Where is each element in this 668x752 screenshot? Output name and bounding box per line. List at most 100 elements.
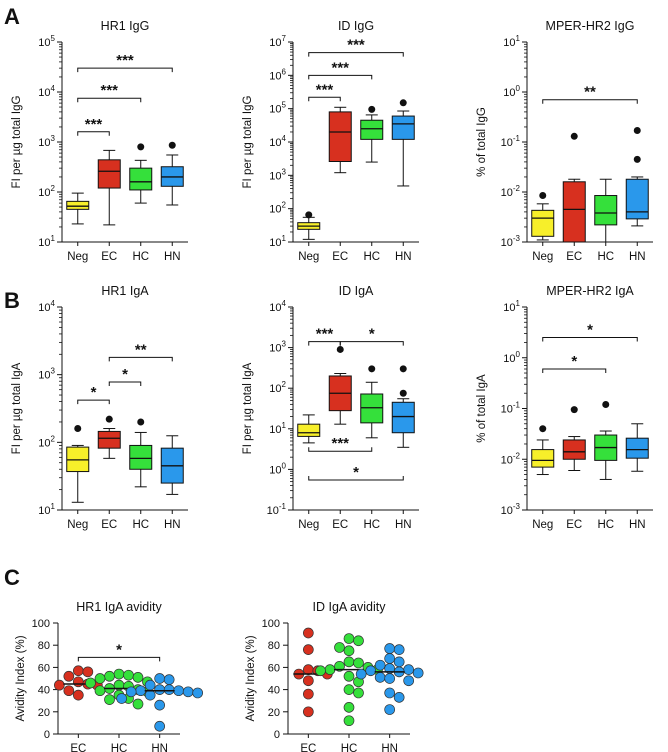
bracket-line xyxy=(542,337,638,342)
y-axis-label: FI per µg total IgA xyxy=(242,362,254,454)
y-tick-label: 102 xyxy=(38,434,55,449)
y-tick-label: 104 xyxy=(269,134,286,149)
data-point xyxy=(104,670,115,682)
x-tick-label: HC xyxy=(597,519,614,531)
bracket-line xyxy=(77,656,161,662)
x-tick-label: Neg xyxy=(532,519,553,531)
data-point xyxy=(72,665,84,677)
bracket-line xyxy=(542,99,638,104)
box-Neg xyxy=(297,211,321,240)
data-point xyxy=(144,689,156,701)
bracket-line xyxy=(308,475,404,481)
outlier-point xyxy=(105,415,113,423)
y-tick-label: 107 xyxy=(269,34,286,49)
data-point xyxy=(343,645,355,657)
box-iqr xyxy=(594,195,618,226)
data-point xyxy=(94,673,106,684)
group-HN xyxy=(355,643,424,715)
x-tick-label: HC xyxy=(132,519,149,531)
bracket-line xyxy=(308,447,373,452)
data-point xyxy=(384,673,396,684)
box-HN xyxy=(625,423,649,472)
box-Neg xyxy=(66,425,90,503)
data-point xyxy=(403,664,415,675)
y-tick-label: 102 xyxy=(269,380,286,395)
x-tick-label: HC xyxy=(363,519,380,531)
x-tick-label: Neg xyxy=(67,251,88,263)
outlier-point xyxy=(633,155,641,163)
y-tick-label: 0 xyxy=(274,729,280,741)
y-axis-label: FI per µg total IgG xyxy=(11,95,23,188)
data-point xyxy=(343,670,355,682)
box-HC xyxy=(360,365,384,439)
x-tick-label: EC xyxy=(332,251,348,263)
significance-label: * xyxy=(369,326,375,343)
y-tick-label: 103 xyxy=(38,134,55,149)
box-iqr xyxy=(562,181,586,243)
data-point xyxy=(154,684,166,695)
data-point xyxy=(343,715,355,727)
chart-b1: HR1 IgA 101 102 103 104 FI per µg total IgA Ne… xyxy=(11,284,188,531)
box-HN xyxy=(391,365,415,448)
x-tick-label: EC xyxy=(70,743,86,752)
data-point xyxy=(302,627,314,639)
significance-label: *** xyxy=(347,37,365,54)
y-tick-label: 101 xyxy=(269,234,286,249)
outlier-point xyxy=(539,192,547,200)
data-point xyxy=(302,644,314,655)
data-point xyxy=(384,643,396,654)
sig-bracket: * xyxy=(108,366,142,386)
chart-a1: HR1 IgG 101 102 103 104 105 FI per µg total Ig… xyxy=(11,19,188,263)
box-HC xyxy=(594,400,618,480)
box-HC xyxy=(594,178,618,243)
data-point xyxy=(343,702,355,713)
data-point xyxy=(123,669,134,681)
box-iqr xyxy=(97,159,121,189)
data-point xyxy=(163,684,175,695)
box-iqr xyxy=(129,167,153,191)
outlier-point xyxy=(399,365,407,373)
data-point xyxy=(72,676,84,688)
sig-bracket: * xyxy=(77,641,161,662)
bracket-line xyxy=(308,74,373,80)
bracket-line xyxy=(542,368,607,374)
data-point xyxy=(384,687,396,699)
data-point xyxy=(85,677,96,689)
box-EC xyxy=(97,415,121,459)
y-tick-label: 101 xyxy=(503,299,520,314)
y-tick-label: 60 xyxy=(38,662,50,674)
box-iqr xyxy=(97,430,121,449)
outlier-point xyxy=(368,105,376,113)
bracket-line xyxy=(108,356,173,362)
y-axis-label: % of total IgG xyxy=(476,107,488,177)
bracket-line xyxy=(77,97,142,103)
chart-title: ID IgA xyxy=(339,284,374,298)
x-tick-label: Neg xyxy=(298,519,319,531)
significance-label: * xyxy=(587,322,593,339)
y-tick-label: 102 xyxy=(38,184,55,199)
data-point xyxy=(154,699,166,711)
data-point xyxy=(182,686,194,698)
y-tick-label: 101 xyxy=(38,234,55,249)
data-point xyxy=(82,666,94,678)
significance-label: *** xyxy=(100,82,118,99)
box-Neg xyxy=(531,425,555,476)
box-HN xyxy=(160,435,184,495)
panel-letter-b: B xyxy=(4,288,20,313)
outlier-point xyxy=(602,400,610,408)
significance-label: *** xyxy=(331,435,349,452)
box-iqr xyxy=(562,439,586,460)
sig-bracket: *** xyxy=(308,59,373,80)
chart-title: ID IgA avidity xyxy=(313,600,387,614)
data-point xyxy=(135,685,147,697)
data-point xyxy=(334,642,345,653)
y-tick-label: 104 xyxy=(38,84,55,99)
x-tick-label: EC xyxy=(101,519,117,531)
y-tick-label: 60 xyxy=(268,662,280,674)
outlier-point xyxy=(399,389,407,397)
significance-label: * xyxy=(353,464,359,481)
x-tick-label: EC xyxy=(566,251,582,263)
chart-title: ID IgG xyxy=(338,19,374,33)
y-tick-label: 100 xyxy=(503,84,520,99)
